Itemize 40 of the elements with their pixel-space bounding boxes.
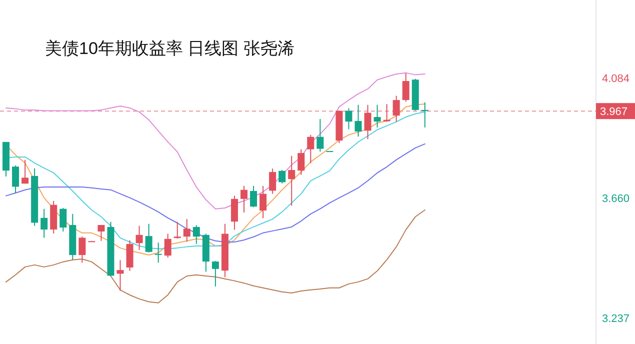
candlestick [126,240,134,272]
candlestick [60,207,67,232]
line-series [6,209,426,304]
candlestick [240,185,248,214]
candlestick [402,72,410,102]
candlestick [269,168,276,194]
candlestick [192,224,200,244]
candlestick [230,195,238,230]
candlestick [12,164,20,194]
candlestick [174,221,181,240]
y-tick-label: 4.084 [602,72,630,85]
candlestick [145,223,152,253]
candlestick [383,103,390,122]
candlestick [298,148,305,176]
candlestick [136,225,143,250]
candlestick [183,218,190,242]
candlestick [116,260,124,292]
candlestick [354,104,362,138]
candlestick [374,104,381,128]
candlestick [278,170,286,184]
candlestick [164,233,172,258]
y-tick-label: 3.660 [602,193,630,206]
candlestick [40,208,48,238]
candlestick [154,242,162,264]
y-tick-label: 3.237 [602,312,630,325]
candlestick [345,108,352,130]
candlestick [98,224,105,242]
candlestick [288,155,296,206]
candlestick [364,104,372,140]
candlestick [250,185,258,208]
candlestick [260,185,267,219]
text: 美债10年期收益率 日线图 张尧浠 [45,39,294,58]
candlestick [22,159,29,184]
candlestick [392,95,400,122]
candlestick [212,260,219,287]
candlestick [78,236,86,264]
candlestick [307,134,314,164]
candlestick [316,118,324,152]
line-series [6,143,426,242]
ref-line-label: 3.967 [600,106,628,118]
